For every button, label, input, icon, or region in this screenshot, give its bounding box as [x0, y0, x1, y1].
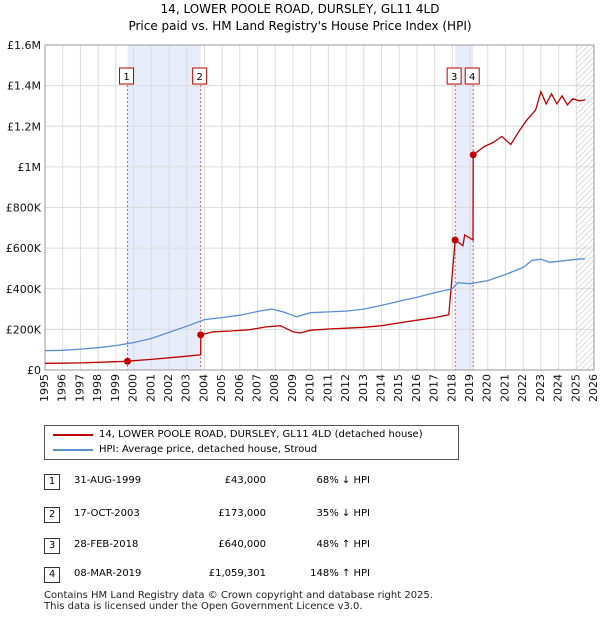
x-tick-label: 2026	[587, 374, 600, 402]
x-tick-label: 2002	[162, 374, 175, 402]
transaction-point	[469, 151, 477, 159]
transaction-price: £43,000	[224, 475, 266, 486]
transaction-point	[124, 357, 132, 365]
transaction-badge: 2	[44, 507, 60, 523]
plot-frame	[44, 44, 595, 371]
y-tick-label: £1M	[18, 161, 42, 174]
y-tick-label: £600K	[6, 242, 42, 255]
x-tick-label: 1997	[73, 374, 86, 402]
chart-subtitle: Price paid vs. HM Land Registry's House …	[128, 19, 472, 33]
x-tick-label: 2022	[516, 374, 529, 402]
transaction-price: £173,000	[218, 508, 266, 519]
transaction-badge: 4	[44, 567, 60, 583]
series-line-hpi	[44, 258, 586, 352]
transaction-label: 4	[469, 72, 475, 83]
chart-legend: 14, LOWER POOLE ROAD, DURSLEY, GL11 4LD …	[44, 425, 459, 460]
transaction-badge: 1	[44, 474, 60, 490]
x-tick-label: 1999	[109, 374, 122, 402]
transaction-point	[451, 236, 459, 244]
table-row: 4 08-MAR-2019 £1,059,301 148% ↑ HPI	[0, 567, 600, 583]
table-row: 1 31-AUG-1999 £43,000 68% ↓ HPI	[0, 474, 600, 490]
x-tick-label: 2021	[498, 374, 511, 402]
x-tick-label: 2007	[251, 374, 264, 402]
y-tick-label: £1.4M	[7, 80, 41, 93]
transaction-label-box	[464, 67, 480, 85]
x-tick-label: 2025	[569, 374, 582, 402]
legend-label-property: 14, LOWER POOLE ROAD, DURSLEY, GL11 4LD …	[99, 429, 423, 440]
x-tick-label: 1996	[56, 374, 69, 402]
y-tick-label: £200K	[6, 323, 42, 336]
transaction-date: 31-AUG-1999	[74, 475, 142, 486]
transaction-price: £640,000	[218, 539, 266, 550]
transaction-label: 3	[451, 72, 457, 83]
footer-copyright: Contains HM Land Registry data © Crown c…	[44, 590, 433, 601]
transaction-hpi: 35% ↓ HPI	[316, 508, 370, 519]
transaction-label-box	[119, 67, 135, 85]
table-row: 2 17-OCT-2003 £173,000 35% ↓ HPI	[0, 507, 600, 523]
series-line-property	[44, 89, 586, 364]
x-tick-label: 2024	[552, 374, 565, 402]
transaction-date: 17-OCT-2003	[74, 508, 140, 519]
chart-title: 14, LOWER POOLE ROAD, DURSLEY, GL11 4LD	[160, 2, 440, 16]
transaction-hpi: 148% ↑ HPI	[310, 568, 370, 579]
x-tick-label: 2010	[304, 374, 317, 402]
transaction-label: 1	[123, 72, 129, 83]
x-tick-label: 2003	[180, 374, 193, 402]
x-tick-label: 2006	[233, 374, 246, 402]
x-tick-label: 2018	[445, 374, 458, 402]
y-tick-label: £800K	[6, 202, 42, 215]
transaction-label-box	[446, 67, 462, 85]
x-tick-label: 2008	[268, 374, 281, 402]
transaction-date: 08-MAR-2019	[74, 568, 142, 579]
y-tick-label: £400K	[6, 283, 42, 296]
projection-area	[576, 45, 594, 370]
transaction-price: £1,059,301	[208, 568, 266, 579]
x-tick-label: 1998	[91, 374, 104, 402]
table-row: 3 28-FEB-2018 £640,000 48% ↑ HPI	[0, 538, 600, 554]
legend-label-hpi: HPI: Average price, detached house, Stro…	[99, 444, 318, 455]
x-tick-label: 2014	[374, 374, 387, 402]
x-tick-label: 2001	[144, 374, 157, 402]
transaction-point	[197, 331, 205, 339]
y-tick-label: £0	[27, 364, 41, 377]
x-tick-label: 1995	[38, 374, 51, 402]
legend-swatch-hpi	[53, 449, 93, 451]
x-tick-label: 2011	[321, 374, 334, 402]
y-tick-label: £1.6M	[7, 39, 41, 52]
x-tick-label: 2017	[428, 374, 441, 402]
transaction-hpi: 68% ↓ HPI	[316, 475, 370, 486]
x-tick-label: 2009	[286, 374, 299, 402]
x-tick-label: 2005	[215, 374, 228, 402]
x-tick-label: 2020	[481, 374, 494, 402]
transaction-date: 28-FEB-2018	[74, 539, 139, 550]
x-tick-label: 2023	[534, 374, 547, 402]
x-tick-label: 2012	[339, 374, 352, 402]
legend-swatch-property	[53, 434, 93, 436]
x-tick-label: 2013	[357, 374, 370, 402]
x-tick-label: 2016	[410, 374, 423, 402]
transaction-hpi: 48% ↑ HPI	[316, 539, 370, 550]
x-tick-label: 2004	[197, 374, 210, 402]
footer-licence: This data is licensed under the Open Gov…	[44, 601, 363, 612]
price-chart: 1 2 3 4 £0 £200K £400K £600K £800K £1M £1.2M £1.4M £…	[6, 39, 600, 402]
transaction-label-box	[192, 67, 208, 85]
transaction-label: 2	[196, 72, 202, 83]
x-tick-label: 2000	[127, 374, 140, 402]
y-tick-label: £1.2M	[7, 120, 41, 133]
transaction-badge: 3	[44, 538, 60, 554]
x-tick-label: 2015	[392, 374, 405, 402]
x-tick-label: 2019	[463, 374, 476, 402]
